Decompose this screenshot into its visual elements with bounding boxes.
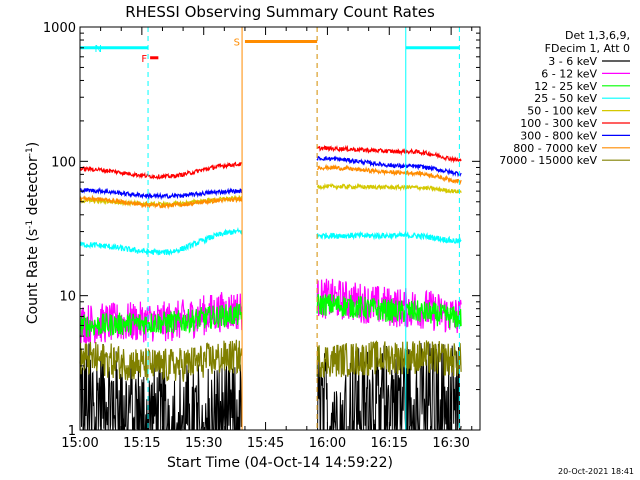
legend-label: 6 - 12 keV	[541, 67, 597, 80]
series-line-1-seg-1	[79, 343, 243, 431]
series-300-800-kev	[79, 155, 462, 201]
y-tick-label: 1	[68, 424, 76, 439]
series-line-3-seg-1	[79, 303, 243, 338]
legend-label: 300 - 800 keV	[520, 129, 597, 142]
legend-label: 3 - 6 keV	[548, 55, 597, 68]
legend-label: 100 - 300 keV	[520, 117, 597, 130]
series-800-7000-kev	[79, 163, 462, 210]
y-label-sup-2: -1	[25, 147, 35, 156]
x-tick-label: 15:45	[247, 436, 284, 451]
series-line-7-seg-2	[316, 155, 462, 178]
legend-label: 7000 - 15000 keV	[499, 154, 597, 167]
legend-header-1: Det 1,3,6,9,	[565, 29, 630, 42]
legend-label: 25 - 50 keV	[534, 92, 597, 105]
y-tick-label: 10	[59, 290, 76, 305]
x-tick-label: 16:00	[309, 436, 346, 451]
y-tick-label: 1000	[43, 21, 76, 36]
plot-frame	[79, 26, 481, 431]
x-axis-label: Start Time (04-Oct-14 14:59:22)	[167, 455, 393, 471]
y-label-mid: detector	[25, 156, 41, 220]
series-line-4-seg-1	[79, 226, 243, 257]
series-line-6-seg-1	[79, 161, 243, 180]
chart-title: RHESSI Observing Summary Count Rates	[125, 3, 435, 21]
annotation-label-n: N	[95, 44, 102, 55]
series-25-50-kev	[79, 226, 462, 257]
series-line-8-seg-2	[316, 163, 462, 186]
annotation-label-f: F	[141, 54, 147, 65]
series-line-5-seg-2	[316, 182, 462, 194]
legend-header-2: FDecim 1, Att 0	[545, 42, 630, 55]
x-tick-label: 15:30	[185, 436, 222, 451]
legend: Det 1,3,6,9, FDecim 1, Att 0 3 - 6 keV6 …	[499, 29, 630, 167]
legend-label: 50 - 100 keV	[527, 105, 597, 118]
y-label-main: Count Rate (s	[25, 229, 41, 324]
footer-date: 20-Oct-2021 18:41	[558, 467, 634, 476]
series-line-9-seg-2	[316, 340, 462, 378]
series-line-7-seg-1	[79, 187, 243, 201]
series-line-6-seg-2	[316, 144, 462, 164]
annotation-label-s: S	[234, 37, 240, 48]
y-label-end: )	[25, 142, 41, 147]
x-tick-label: 15:00	[61, 436, 98, 451]
series-line-9-seg-1	[79, 339, 243, 382]
y-axis-label: Count Rate (s-1 detector-1)	[25, 142, 41, 324]
axes: 1 10 100 1000 15:00 15:15 15:30 15:45 16:00 16:15…	[43, 21, 481, 451]
series-line-8-seg-1	[79, 194, 243, 210]
y-label-sup-1: -1	[25, 220, 35, 229]
series-line-3-seg-2	[316, 293, 462, 330]
series-12-25-kev	[79, 293, 462, 338]
x-tick-label: 15:15	[123, 436, 160, 451]
series-line-4-seg-2	[316, 230, 462, 244]
x-tick-label: 16:15	[371, 436, 408, 451]
legend-label: 800 - 7000 keV	[513, 142, 597, 155]
series-7000-15000-kev	[79, 339, 462, 382]
x-tick-label: 16:30	[432, 436, 469, 451]
y-tick-label: 100	[51, 155, 76, 170]
legend-label: 12 - 25 keV	[534, 80, 597, 93]
series-100-300-kev	[79, 144, 462, 180]
